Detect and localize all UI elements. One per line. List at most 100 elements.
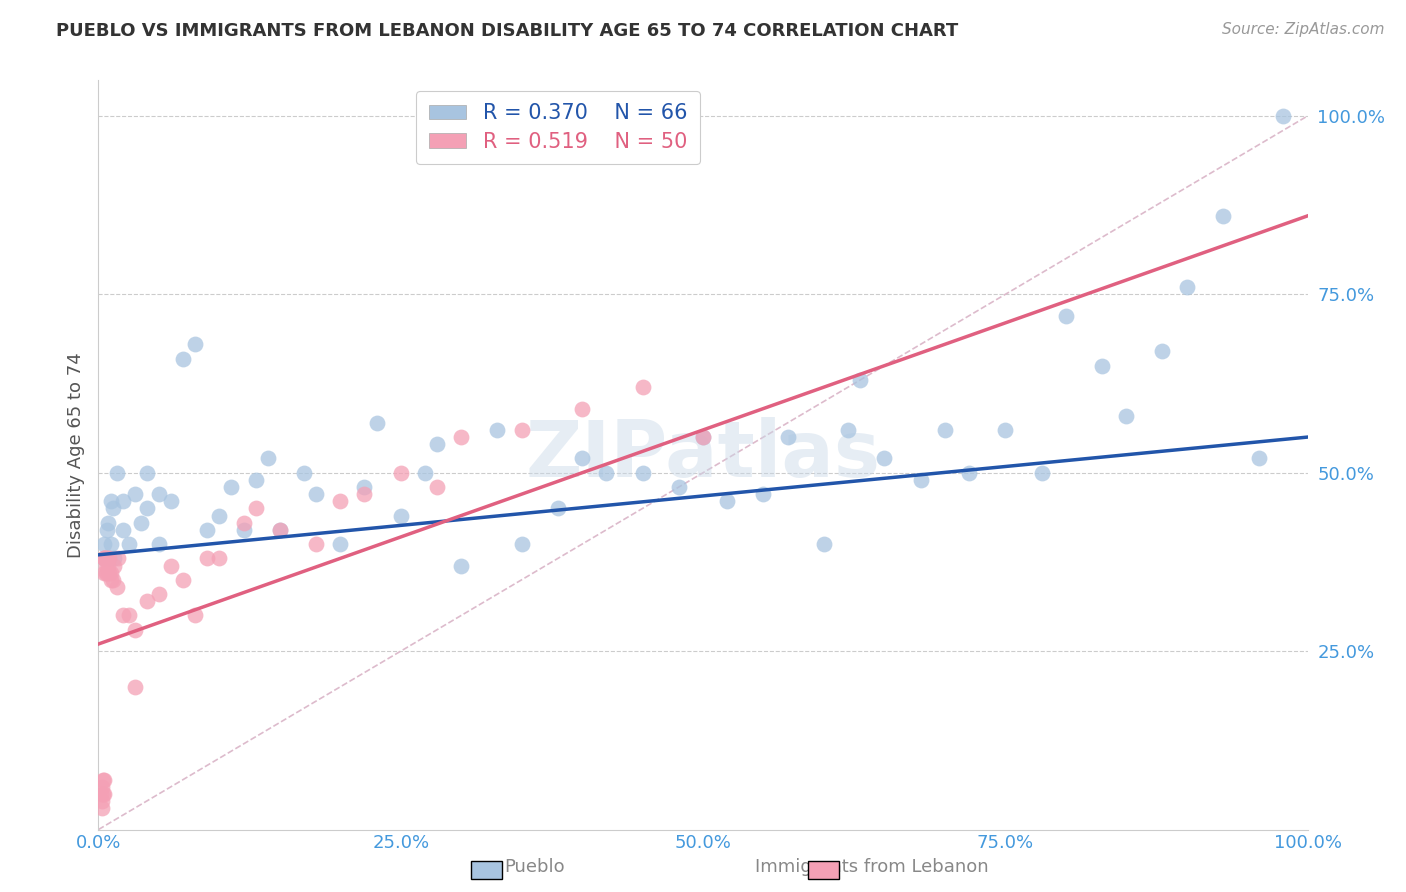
Point <box>305 487 328 501</box>
Point <box>994 423 1017 437</box>
Point <box>1152 344 1174 359</box>
Point <box>93 537 115 551</box>
Point <box>90 787 112 801</box>
Point <box>1031 466 1053 480</box>
Point <box>752 487 775 501</box>
Point <box>93 772 115 787</box>
Point <box>94 551 117 566</box>
Point <box>1091 359 1114 373</box>
Point <box>413 466 436 480</box>
Point <box>135 466 157 480</box>
Point <box>1212 209 1234 223</box>
Point <box>510 423 533 437</box>
Text: ZIPatlas: ZIPatlas <box>526 417 880 493</box>
Point <box>118 608 141 623</box>
Point <box>184 608 207 623</box>
Point <box>195 523 218 537</box>
Point <box>486 423 509 437</box>
Point <box>256 451 278 466</box>
Y-axis label: Disability Age 65 to 74: Disability Age 65 to 74 <box>66 352 84 558</box>
Point <box>93 551 115 566</box>
Point <box>135 594 157 608</box>
Point <box>98 551 121 566</box>
Point <box>269 523 291 537</box>
Point <box>135 501 157 516</box>
Point <box>208 508 231 523</box>
Point <box>103 558 125 573</box>
Point <box>245 473 267 487</box>
Point <box>94 558 117 573</box>
Point <box>450 430 472 444</box>
Point <box>1054 309 1077 323</box>
Point <box>91 801 114 815</box>
Point <box>366 416 388 430</box>
Point <box>160 494 183 508</box>
Point <box>148 587 170 601</box>
Point <box>1249 451 1271 466</box>
Point <box>450 558 472 573</box>
Point <box>776 430 799 444</box>
Text: Source: ZipAtlas.com: Source: ZipAtlas.com <box>1222 22 1385 37</box>
Point <box>100 537 122 551</box>
Text: Pueblo: Pueblo <box>503 858 565 876</box>
Point <box>195 551 218 566</box>
Point <box>329 537 352 551</box>
Text: Immigrants from Lebanon: Immigrants from Lebanon <box>755 858 988 876</box>
Point <box>910 473 932 487</box>
Point <box>873 451 896 466</box>
Point <box>631 380 654 394</box>
Point <box>305 537 328 551</box>
Point <box>1115 409 1137 423</box>
Point <box>94 566 117 580</box>
Point <box>124 487 146 501</box>
Point <box>97 516 120 530</box>
Point <box>426 480 449 494</box>
Point <box>100 573 122 587</box>
Point <box>98 566 121 580</box>
Point <box>100 566 122 580</box>
Point <box>571 451 593 466</box>
Point <box>232 523 254 537</box>
Point <box>111 608 134 623</box>
Point <box>103 551 125 566</box>
Point <box>160 558 183 573</box>
Point <box>631 466 654 480</box>
Point <box>100 494 122 508</box>
Point <box>716 494 738 508</box>
Point <box>221 480 243 494</box>
Point <box>124 623 146 637</box>
Point <box>934 423 956 437</box>
Point <box>389 466 412 480</box>
Point <box>957 466 980 480</box>
Point <box>595 466 617 480</box>
Point <box>96 566 118 580</box>
Point <box>208 551 231 566</box>
Point <box>105 466 128 480</box>
Point <box>245 501 267 516</box>
Point <box>96 551 118 566</box>
Point <box>668 480 690 494</box>
Point <box>292 466 315 480</box>
Point <box>571 401 593 416</box>
Point <box>1272 109 1295 123</box>
Point <box>172 573 194 587</box>
Point <box>837 423 859 437</box>
Point <box>269 523 291 537</box>
Point <box>547 501 569 516</box>
Point <box>91 794 114 808</box>
Point <box>93 551 115 566</box>
Point <box>101 501 124 516</box>
Point <box>111 523 134 537</box>
Point <box>353 480 375 494</box>
Legend: R = 0.370    N = 66, R = 0.519    N = 50: R = 0.370 N = 66, R = 0.519 N = 50 <box>416 91 700 164</box>
Point <box>692 430 714 444</box>
Point <box>118 537 141 551</box>
Point <box>329 494 352 508</box>
Point <box>93 551 115 566</box>
Point <box>692 430 714 444</box>
Point <box>98 551 121 566</box>
Point <box>105 580 128 594</box>
Point <box>510 537 533 551</box>
Point <box>353 487 375 501</box>
Point <box>93 551 115 566</box>
